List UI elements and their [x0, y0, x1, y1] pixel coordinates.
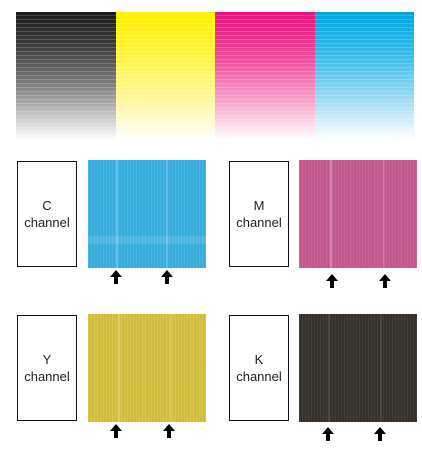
c-channel-word: channel: [24, 215, 70, 230]
cyan-gradient-band: [314, 12, 414, 140]
k-channel-swatch: [299, 314, 417, 422]
m-channel-swatch: [299, 160, 417, 268]
y-channel-letter: Y: [42, 352, 52, 367]
up-arrow-icon: [163, 424, 175, 438]
black-gradient-band: [16, 12, 116, 140]
c-channel-label-box: C channel: [17, 161, 77, 267]
k-channel-word: channel: [236, 369, 282, 384]
m-channel-word: channel: [236, 215, 282, 230]
m-channel-label-box: M channel: [229, 161, 289, 267]
c-channel-swatch: [88, 160, 206, 268]
k-channel-label-box: K channel: [229, 315, 289, 421]
y-channel-word: channel: [24, 369, 70, 384]
cmyk-gradient-strip: [16, 12, 414, 140]
up-arrow-icon: [374, 427, 386, 441]
c-channel-letter: C: [42, 198, 52, 213]
up-arrow-icon: [326, 274, 338, 288]
up-arrow-icon: [161, 270, 173, 284]
up-arrow-icon: [379, 274, 391, 288]
y-channel-swatch: [88, 314, 206, 422]
magenta-gradient-band: [215, 12, 315, 140]
m-channel-letter: M: [253, 198, 265, 213]
yellow-gradient-band: [115, 12, 215, 140]
k-channel-letter: K: [254, 352, 264, 367]
y-channel-label-box: Y channel: [17, 315, 77, 421]
up-arrow-icon: [110, 270, 122, 284]
up-arrow-icon: [110, 424, 122, 438]
up-arrow-icon: [322, 427, 334, 441]
